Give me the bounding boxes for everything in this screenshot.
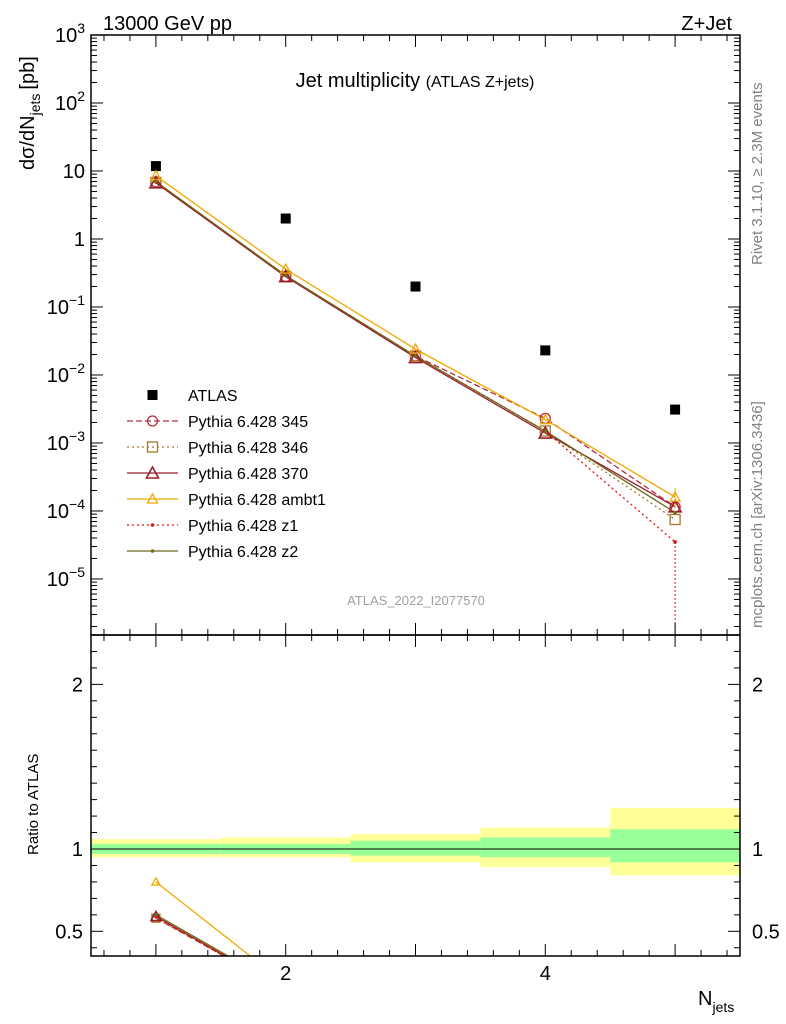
ratio-y-ticks: 0.5 0.5 1 1 2 2 [55, 634, 780, 949]
point-pythia-6-428-ambt1-4 [539, 413, 552, 425]
ratio-line-pythia-6-428-370 [155, 915, 227, 956]
ratio-y-tick-label-right-2: 2 [752, 674, 763, 696]
ratio-point-pythia-6-428-z2-1 [154, 913, 158, 917]
chart-title-suffix: (ATLAS Z+jets) [426, 74, 535, 91]
main-y-tick-label-1: 1 [74, 229, 85, 251]
point-pythia-6-428-370-3 [408, 349, 423, 364]
ratio-series-lines [155, 881, 252, 956]
legend-marker-pythia-6-428-370 [145, 465, 160, 479]
ratio-line-pythia-6-428-z2 [155, 914, 230, 956]
point-pythia-6-428-370-4 [537, 425, 553, 439]
point-pythia-6-428-ambt1-3 [409, 342, 422, 354]
point-atlas-3 [410, 281, 421, 292]
point-atlas-2 [280, 213, 291, 224]
point-atlas-4 [540, 345, 551, 356]
main-y-tick-label-0-0001: 10−4 [47, 496, 85, 523]
ratio-y-label: Ratio to ATLAS [25, 754, 42, 855]
point-pythia-6-428-370-2 [278, 268, 294, 283]
ratio-series-markers [149, 876, 163, 923]
legend-marker-pythia-6-428-z1 [150, 523, 155, 527]
mcplots-label: mcplots.cern.ch [arXiv:1306.3436] [749, 401, 766, 628]
ratio-band-inner-5 [610, 829, 740, 863]
chart-title: Jet multiplicity (ATLAS Z+jets) [296, 70, 535, 92]
legend-label-pythia-6-428-z2: Pythia 6.428 z2 [188, 544, 298, 561]
main-y-tick-label-10: 10 [63, 161, 85, 183]
ratio-point-pythia-6-428-ambt1-1 [150, 876, 162, 886]
line-pythia-6-428-345 [155, 181, 676, 508]
point-pythia-6-428-z2-5 [673, 510, 677, 515]
point-pythia-6-428-z2-3 [413, 354, 418, 358]
main-y-tick-label-100: 102 [55, 88, 85, 115]
x-axis-label: Njets [698, 988, 734, 1015]
chart-title-main: Jet multiplicity [296, 70, 420, 92]
point-pythia-6-428-z2-1 [154, 179, 158, 184]
ratio-line-pythia-6-428-ambt1 [155, 881, 252, 956]
ratio-y-tick-label-right-1: 1 [752, 839, 763, 861]
legend-label-pythia-6-428-345: Pythia 6.428 345 [188, 414, 308, 431]
ratio-uncertainty-bands [91, 807, 740, 876]
legend-marker-pythia-6-428-z2 [150, 549, 155, 553]
legend-label-pythia-6-428-ambt1: Pythia 6.428 ambt1 [188, 492, 326, 509]
legend-label-atlas: ATLAS [188, 388, 238, 405]
legend-label-pythia-6-428-370: Pythia 6.428 370 [188, 466, 308, 483]
main-y-label: dσ/dNjets[pb] [17, 56, 43, 170]
legend-marker-pythia-6-428-346 [146, 441, 159, 453]
main-y-tick-label-1000: 103 [55, 20, 85, 47]
ratio-y-tick-label-2: 2 [72, 674, 83, 696]
x-tick-label-2: 2 [280, 963, 291, 985]
ratio-line-pythia-6-428-345 [155, 917, 226, 956]
point-pythia-6-428-370-1 [148, 175, 164, 189]
legend-label-pythia-6-428-346: Pythia 6.428 346 [188, 440, 308, 457]
ratio-plot-area [91, 807, 740, 956]
legend-marker-pythia-6-428-345 [146, 415, 159, 427]
legend-label-pythia-6-428-z1: Pythia 6.428 z1 [188, 518, 298, 535]
main-series-lines [155, 175, 676, 635]
legend-marker-atlas [147, 390, 158, 400]
main-y-tick-label-0-001: 10−3 [47, 428, 85, 455]
main-y-tick-label-0-1: 10−1 [47, 292, 85, 319]
ratio-y-tick-label-0-5: 0.5 [55, 921, 83, 943]
ratio-point-pythia-6-428-370-1 [149, 909, 163, 922]
point-pythia-6-428-z1-5 [673, 540, 677, 544]
point-atlas-1 [150, 161, 161, 172]
ratio-band-inner-4 [480, 837, 611, 858]
point-pythia-6-428-346-5 [669, 513, 681, 526]
main-y-tick-label-0-00001: 10−5 [47, 564, 85, 591]
legend-marker-pythia-6-428-ambt1 [146, 492, 159, 504]
point-pythia-6-428-z2-2 [283, 273, 288, 278]
point-pythia-6-428-z2-4 [543, 429, 548, 433]
main-y-tick-label-0-01: 10−2 [47, 360, 85, 387]
line-pythia-6-428-ambt1 [155, 175, 676, 498]
point-pythia-6-428-ambt1-2 [279, 262, 292, 274]
x-tick-label-4: 4 [540, 963, 551, 985]
main-plot-area [148, 161, 683, 635]
process-label: Z+Jet [681, 13, 732, 35]
energy-label: 13000 GeV pp [103, 13, 232, 35]
rivet-label: Rivet 3.1.10, ≥ 2.3M events [749, 83, 766, 266]
main-series-markers [148, 161, 683, 544]
ratio-band-inner-3 [350, 840, 481, 856]
ratio-y-tick-label-right-0-5: 0.5 [752, 921, 780, 943]
legend: ATLAS Pythia 6.428 345 Pythia 6.428 346 Pyt… [127, 388, 326, 561]
point-atlas-5 [670, 404, 681, 415]
analysis-watermark: ATLAS_2022_I2077570 [347, 593, 485, 608]
ratio-y-tick-label-1: 1 [72, 839, 83, 861]
point-pythia-6-428-ambt1-5 [668, 490, 682, 502]
